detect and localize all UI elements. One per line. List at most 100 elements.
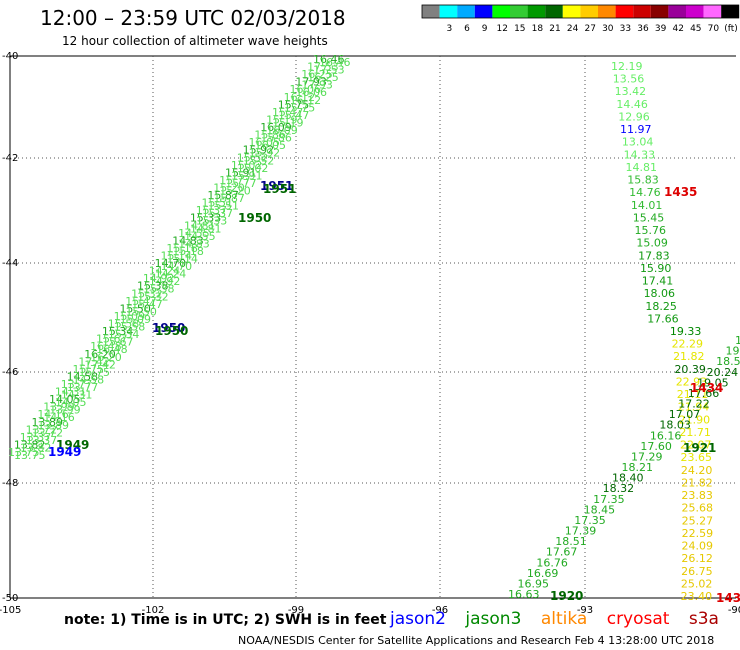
swh-label-west: 14.58 (73, 373, 105, 386)
swh-label-west: 15.75 (79, 366, 111, 379)
swh-label-west: 15.58 (108, 318, 140, 331)
colorbar-label: 33 (620, 24, 631, 34)
legend-s3a: s3a (688, 609, 719, 629)
swh-label-west: 13.82 (14, 438, 46, 451)
colorbar-label: 36 (637, 24, 649, 34)
swh-label-east: 15.45 (633, 211, 665, 224)
swh-label-west: 17.42 (84, 358, 116, 371)
time-stamp-label: 1951 (260, 179, 293, 193)
swh-label-west: 15.52 (237, 151, 269, 164)
swh-label-east: 20.39 (674, 363, 706, 376)
lat-tick-label: -48 (2, 478, 18, 489)
colorbar-label: 3 (447, 24, 453, 34)
swh-label-west: 15.19 (272, 116, 304, 129)
swh-label-west: 15.91 (225, 166, 257, 179)
time-stamp-label: 1949 (48, 445, 81, 459)
swh-label-west: 17.53 (307, 61, 339, 74)
swh-label-west: 17.53 (313, 64, 345, 77)
time-stamp-label: 1950 (152, 321, 185, 335)
swh-label-east: 22.29 (672, 338, 704, 351)
swh-label-east: 21.82 (681, 476, 713, 489)
swh-label-east: 24.20 (681, 464, 713, 477)
swh-label-southeast: 19.05 (697, 376, 729, 389)
colorbar-swatch (562, 5, 581, 18)
credits-footer: NOAA/NESDIS Center for Satellite Applica… (238, 634, 715, 647)
satellite-legend: jason2 jason3 altika cryosat s3a (390, 609, 733, 629)
swh-label-east: 22.07 (680, 439, 712, 452)
swh-label-southeast: 18.40 (612, 472, 644, 485)
swh-label-southeast: 17.22 (678, 398, 710, 411)
swh-label-west: 16.09 (260, 121, 292, 134)
swh-label-west: 15.86 (260, 132, 292, 145)
map-title: 12:00 – 23:59 UTC 02/03/2018 (40, 6, 346, 30)
colorbar-swatch (633, 5, 651, 18)
swh-label-southeast: 17.35 (574, 514, 606, 527)
swh-label-east: 18.25 (645, 300, 677, 313)
swh-label-east: 12.19 (611, 60, 643, 73)
colorbar-label: 70 (708, 24, 720, 34)
swh-label-southeast: 17.39 (565, 525, 597, 538)
swh-label-east: 21.82 (673, 350, 705, 363)
swh-label-west: 15.02 (237, 162, 269, 175)
swh-label-west: 13.89 (37, 419, 69, 432)
swh-label-east: 23.40 (681, 590, 713, 603)
swh-label-southeast: 20.24 (707, 366, 739, 379)
colorbar-label: 9 (482, 24, 488, 34)
swh-label-west: 14.05 (49, 393, 81, 406)
swh-label-west: 16.09 (266, 124, 298, 137)
colorbar-swatch (510, 5, 528, 18)
swh-label-west: 15.14 (161, 250, 193, 263)
swh-label-west: 15.92 (249, 147, 281, 160)
swh-label-west: 15.50 (125, 305, 157, 318)
colorbar-swatch (474, 5, 493, 18)
swh-label-east: 13.56 (613, 73, 645, 86)
colorbar-label: 24 (567, 24, 579, 34)
colorbar-swatch (668, 5, 686, 18)
colorbar-swatch (650, 5, 669, 18)
swh-label-west: 15.32 (131, 287, 163, 300)
time-stamp-label: 1434 (690, 381, 723, 395)
swh-label-east: 12.96 (618, 110, 650, 123)
swh-label-west: 17.42 (78, 355, 110, 368)
lon-tick-label: -93 (577, 605, 593, 616)
swh-label-east: 14.01 (631, 199, 663, 212)
swh-label-southeast: 18.51 (555, 535, 587, 548)
colorbar-label: 21 (549, 24, 560, 34)
swh-label-west: 16.48 (90, 340, 122, 353)
swh-label-west: 15.50 (119, 302, 151, 315)
swh-label-west: 16.48 (96, 343, 128, 356)
lon-tick-label: -102 (142, 605, 165, 616)
colorbar-label: 12 (496, 24, 507, 34)
time-stamp-label: 1921 (683, 441, 716, 455)
colorbar-swatch (545, 5, 563, 18)
swh-label-west: 15.09 (114, 310, 146, 323)
swh-label-west: 14.81 (190, 222, 222, 235)
swh-label-west: 13.75 (8, 446, 40, 459)
swh-label-west: 14.05 (55, 396, 87, 409)
swh-label-west: 15.18 (172, 245, 204, 258)
swh-label-west: 15.75 (73, 363, 105, 376)
swh-label-west: 14.58 (67, 370, 99, 383)
swh-label-east: 14.81 (625, 161, 657, 174)
swh-label-west: 13.72 (32, 426, 64, 439)
swh-label-east: 15.83 (627, 174, 659, 187)
swh-label-west: 15.38 (143, 283, 175, 296)
swh-label-west: 13.75 (14, 449, 46, 462)
swh-label-west: 15.20 (219, 184, 251, 197)
time-stamp-label: 1920 (550, 589, 583, 603)
swh-label-west: 15.75 (284, 101, 316, 114)
colorbar-swatch (580, 5, 598, 18)
lon-tick-label: -96 (432, 605, 448, 616)
swh-label-southeast: 17.35 (593, 493, 625, 506)
swh-label-west: 15.77 (225, 177, 257, 190)
colorbar-label: 15 (514, 24, 525, 34)
swh-label-southeast: 18.32 (603, 482, 635, 495)
legend-cryosat: cryosat (606, 609, 670, 629)
swh-label-west: 16.12 (290, 94, 322, 107)
swh-label-east: 17.83 (638, 249, 670, 262)
swh-label-west: 13.77 (61, 378, 93, 391)
swh-label-west: 14.24 (155, 268, 187, 281)
colorbar-label: 39 (655, 24, 667, 34)
swh-label-west: 17.93 (301, 79, 333, 92)
footnote: note: 1) Time is in UTC; 2) SWH is in fe… (64, 612, 387, 628)
